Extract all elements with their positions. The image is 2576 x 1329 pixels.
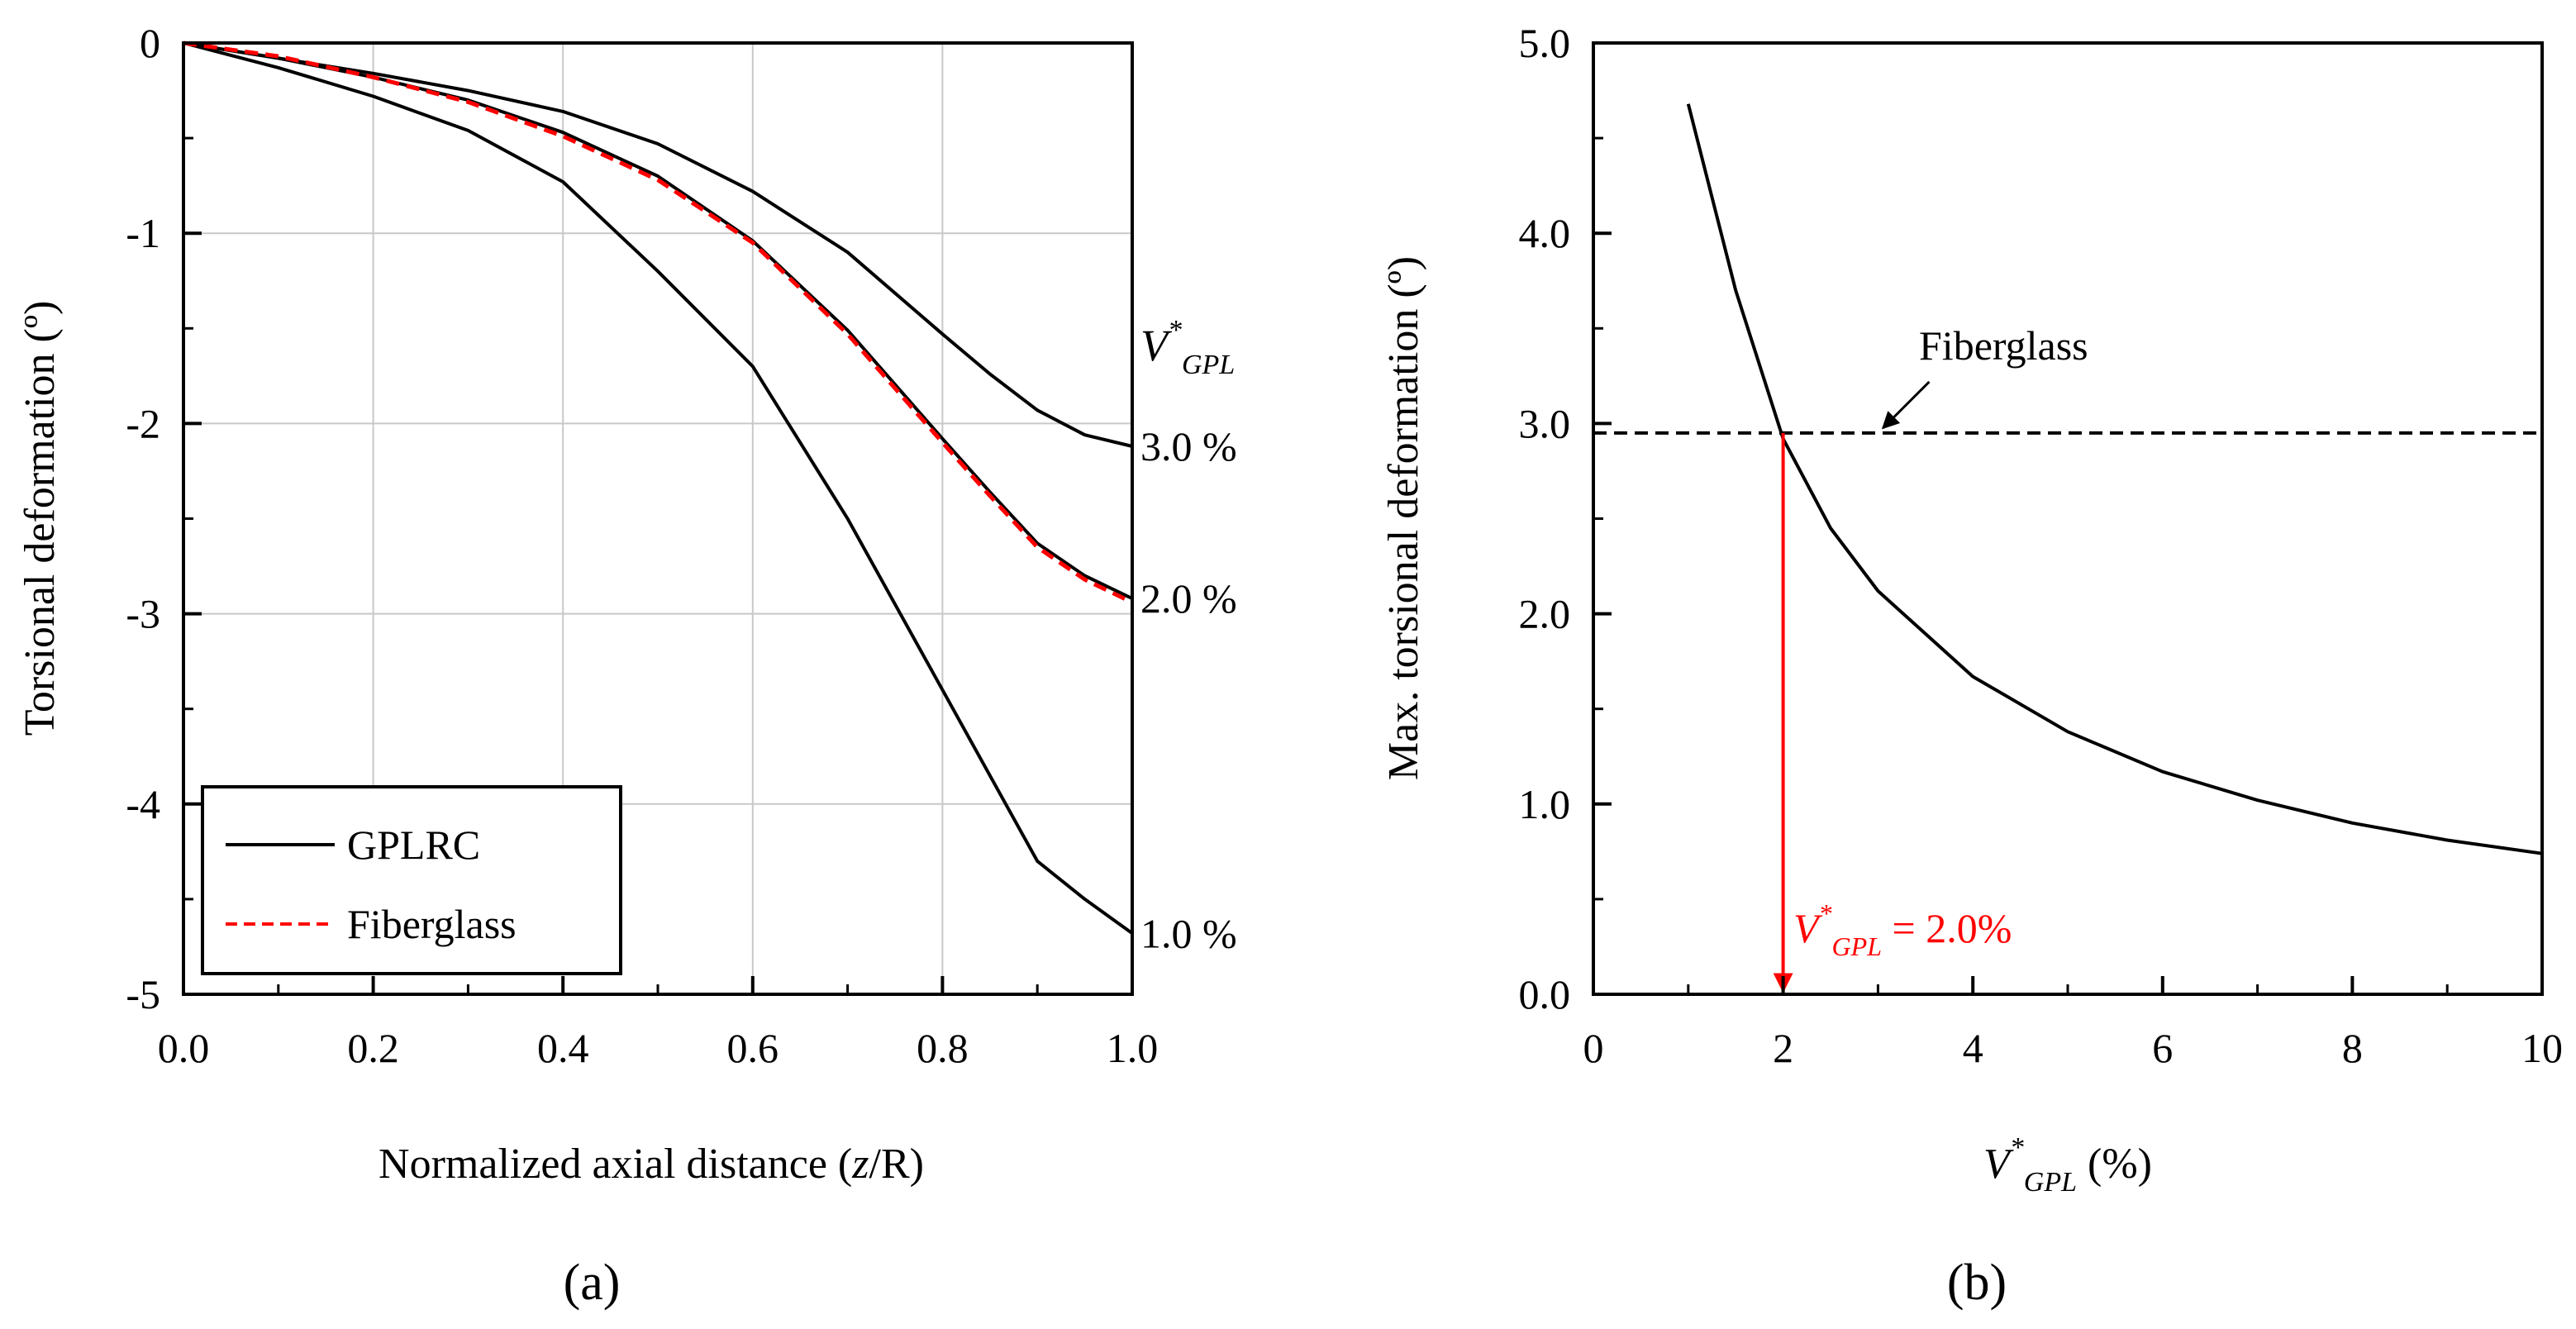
b-x-tick-label: 4: [1963, 1025, 1983, 1071]
a-x-tick-label: 0.2: [347, 1025, 399, 1071]
b-x-tick-label: 10: [2521, 1025, 2563, 1071]
b-x-tick-labels: 0 2 4 6 8 10: [1583, 1025, 2564, 1071]
a-series-line-gplrc-10: [183, 41, 1134, 935]
b-x-tick-label: 2: [1773, 1025, 1793, 1071]
a-y-axis-title: Torsional deformation (º): [17, 301, 64, 736]
a-series-end-label: 2.0 %: [1140, 575, 1237, 622]
a-x-tick-label: 0.0: [158, 1025, 210, 1071]
a-y-tick-label: -3: [126, 591, 160, 637]
a-series-group: [183, 40, 1134, 935]
a-legend-label-gplrc: GPLRC: [347, 822, 480, 868]
a-series-end-labels: 3.0 % 2.0 % 1.0 %: [1140, 423, 1237, 956]
a-x-axis-title: Normalized axial distance (z/R): [379, 1141, 924, 1188]
a-y-tick-labels: 0 -1 -2 -3 -4 -5: [126, 20, 160, 1017]
a-series-end-label: 3.0 %: [1140, 423, 1237, 469]
b-series-line-gplrc: [1686, 103, 2543, 855]
a-y-tick-label: -2: [126, 400, 160, 446]
b-y-axis-title: Max. torsional deformation (º): [1380, 256, 1427, 780]
b-ticks: [1592, 41, 2544, 996]
b-plot-frame: [1592, 41, 2544, 996]
b-x-tick-label: 8: [2342, 1025, 2363, 1071]
b-annotation-lines: [1773, 380, 1931, 993]
a-series-line-fiberglass: [183, 40, 1134, 605]
a-y-tick-label: -1: [126, 210, 160, 256]
a-legend-box: [201, 785, 622, 975]
a-series-group-label: V*GPL: [1140, 315, 1235, 380]
a-legend-label-fiberglass: Fiberglass: [347, 901, 517, 947]
b-x-tick-label: 0: [1583, 1025, 1604, 1071]
b-y-tick-label: 4.0: [1519, 210, 1571, 256]
panel-a: 0.0 0.2 0.4 0.6 0.8 1.0 0 -1 -2 -3 -4 -5 3.0 % 2.0 …: [17, 20, 1237, 1311]
a-panel-label: (a): [564, 1255, 621, 1311]
a-x-tick-label: 0.8: [917, 1025, 969, 1071]
b-y-tick-label: 2.0: [1519, 591, 1571, 637]
a-y-tick-label: -4: [126, 781, 160, 827]
a-x-tick-label: 0.4: [537, 1025, 589, 1071]
a-series-line-gplrc-30: [183, 41, 1133, 448]
a-y-tick-label: -5: [126, 971, 160, 1017]
a-series-end-label: 1.0 %: [1140, 910, 1237, 956]
b-fiberglass-annotation-label: Fiberglass: [1919, 322, 2088, 369]
b-y-tick-label: 0.0: [1519, 971, 1571, 1017]
b-vgpl-annotation-label: V*GPL = 2.0%: [1793, 898, 2012, 961]
a-ticks: [182, 41, 1134, 996]
panel-b: 0 2 4 6 8 10 0.0 1.0 2.0 3.0 4.0 5.0 Fiberglass V*…: [1380, 20, 2563, 1311]
a-x-tick-labels: 0.0 0.2 0.4 0.6 0.8 1.0: [158, 1025, 1159, 1071]
a-x-tick-label: 1.0: [1107, 1025, 1159, 1071]
b-y-tick-label: 1.0: [1519, 781, 1571, 827]
b-x-tick-label: 6: [2152, 1025, 2173, 1071]
b-panel-label: (b): [1947, 1255, 2007, 1311]
b-series-group: [1593, 103, 2543, 855]
a-y-tick-label: 0: [140, 20, 160, 66]
a-legend: GPLRC Fiberglass: [201, 785, 622, 975]
a-x-tick-label: 0.6: [727, 1025, 779, 1071]
b-y-tick-label: 3.0: [1519, 400, 1571, 446]
b-fiberglass-annotation-arrow: [1881, 380, 1931, 430]
a-series-line-gplrc-20: [183, 41, 1133, 601]
b-y-tick-labels: 0.0 1.0 2.0 3.0 4.0 5.0: [1519, 20, 1571, 1017]
b-x-axis-title: V*GPL (%): [1983, 1132, 2152, 1198]
b-y-tick-label: 5.0: [1519, 20, 1571, 66]
